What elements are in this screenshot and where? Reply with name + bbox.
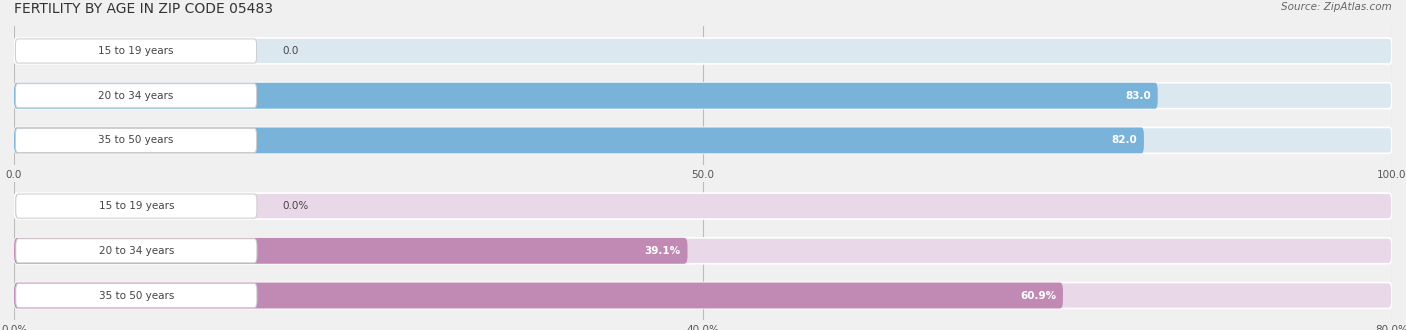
Text: 0.0%: 0.0% [283, 201, 309, 211]
Text: FERTILITY BY AGE IN ZIP CODE 05483: FERTILITY BY AGE IN ZIP CODE 05483 [14, 2, 273, 16]
FancyBboxPatch shape [14, 127, 1144, 153]
Text: 39.1%: 39.1% [644, 246, 681, 256]
Text: 20 to 34 years: 20 to 34 years [98, 91, 174, 101]
FancyBboxPatch shape [14, 193, 1392, 219]
Text: 82.0: 82.0 [1111, 135, 1137, 146]
FancyBboxPatch shape [15, 128, 256, 152]
Text: 83.0: 83.0 [1125, 91, 1152, 101]
FancyBboxPatch shape [14, 127, 1392, 153]
Text: 15 to 19 years: 15 to 19 years [98, 201, 174, 211]
FancyBboxPatch shape [15, 83, 256, 108]
FancyBboxPatch shape [15, 194, 257, 218]
Text: Source: ZipAtlas.com: Source: ZipAtlas.com [1281, 2, 1392, 12]
FancyBboxPatch shape [15, 39, 256, 63]
Text: 35 to 50 years: 35 to 50 years [98, 135, 174, 146]
FancyBboxPatch shape [14, 282, 1392, 309]
FancyBboxPatch shape [15, 239, 257, 263]
FancyBboxPatch shape [14, 238, 1392, 264]
Text: 35 to 50 years: 35 to 50 years [98, 290, 174, 301]
FancyBboxPatch shape [14, 282, 1063, 309]
FancyBboxPatch shape [14, 38, 1392, 64]
FancyBboxPatch shape [15, 283, 257, 308]
Text: 20 to 34 years: 20 to 34 years [98, 246, 174, 256]
FancyBboxPatch shape [14, 83, 1392, 109]
Text: 15 to 19 years: 15 to 19 years [98, 46, 174, 56]
Text: 60.9%: 60.9% [1019, 290, 1056, 301]
Text: 0.0: 0.0 [283, 46, 299, 56]
FancyBboxPatch shape [14, 83, 1157, 109]
FancyBboxPatch shape [14, 238, 688, 264]
